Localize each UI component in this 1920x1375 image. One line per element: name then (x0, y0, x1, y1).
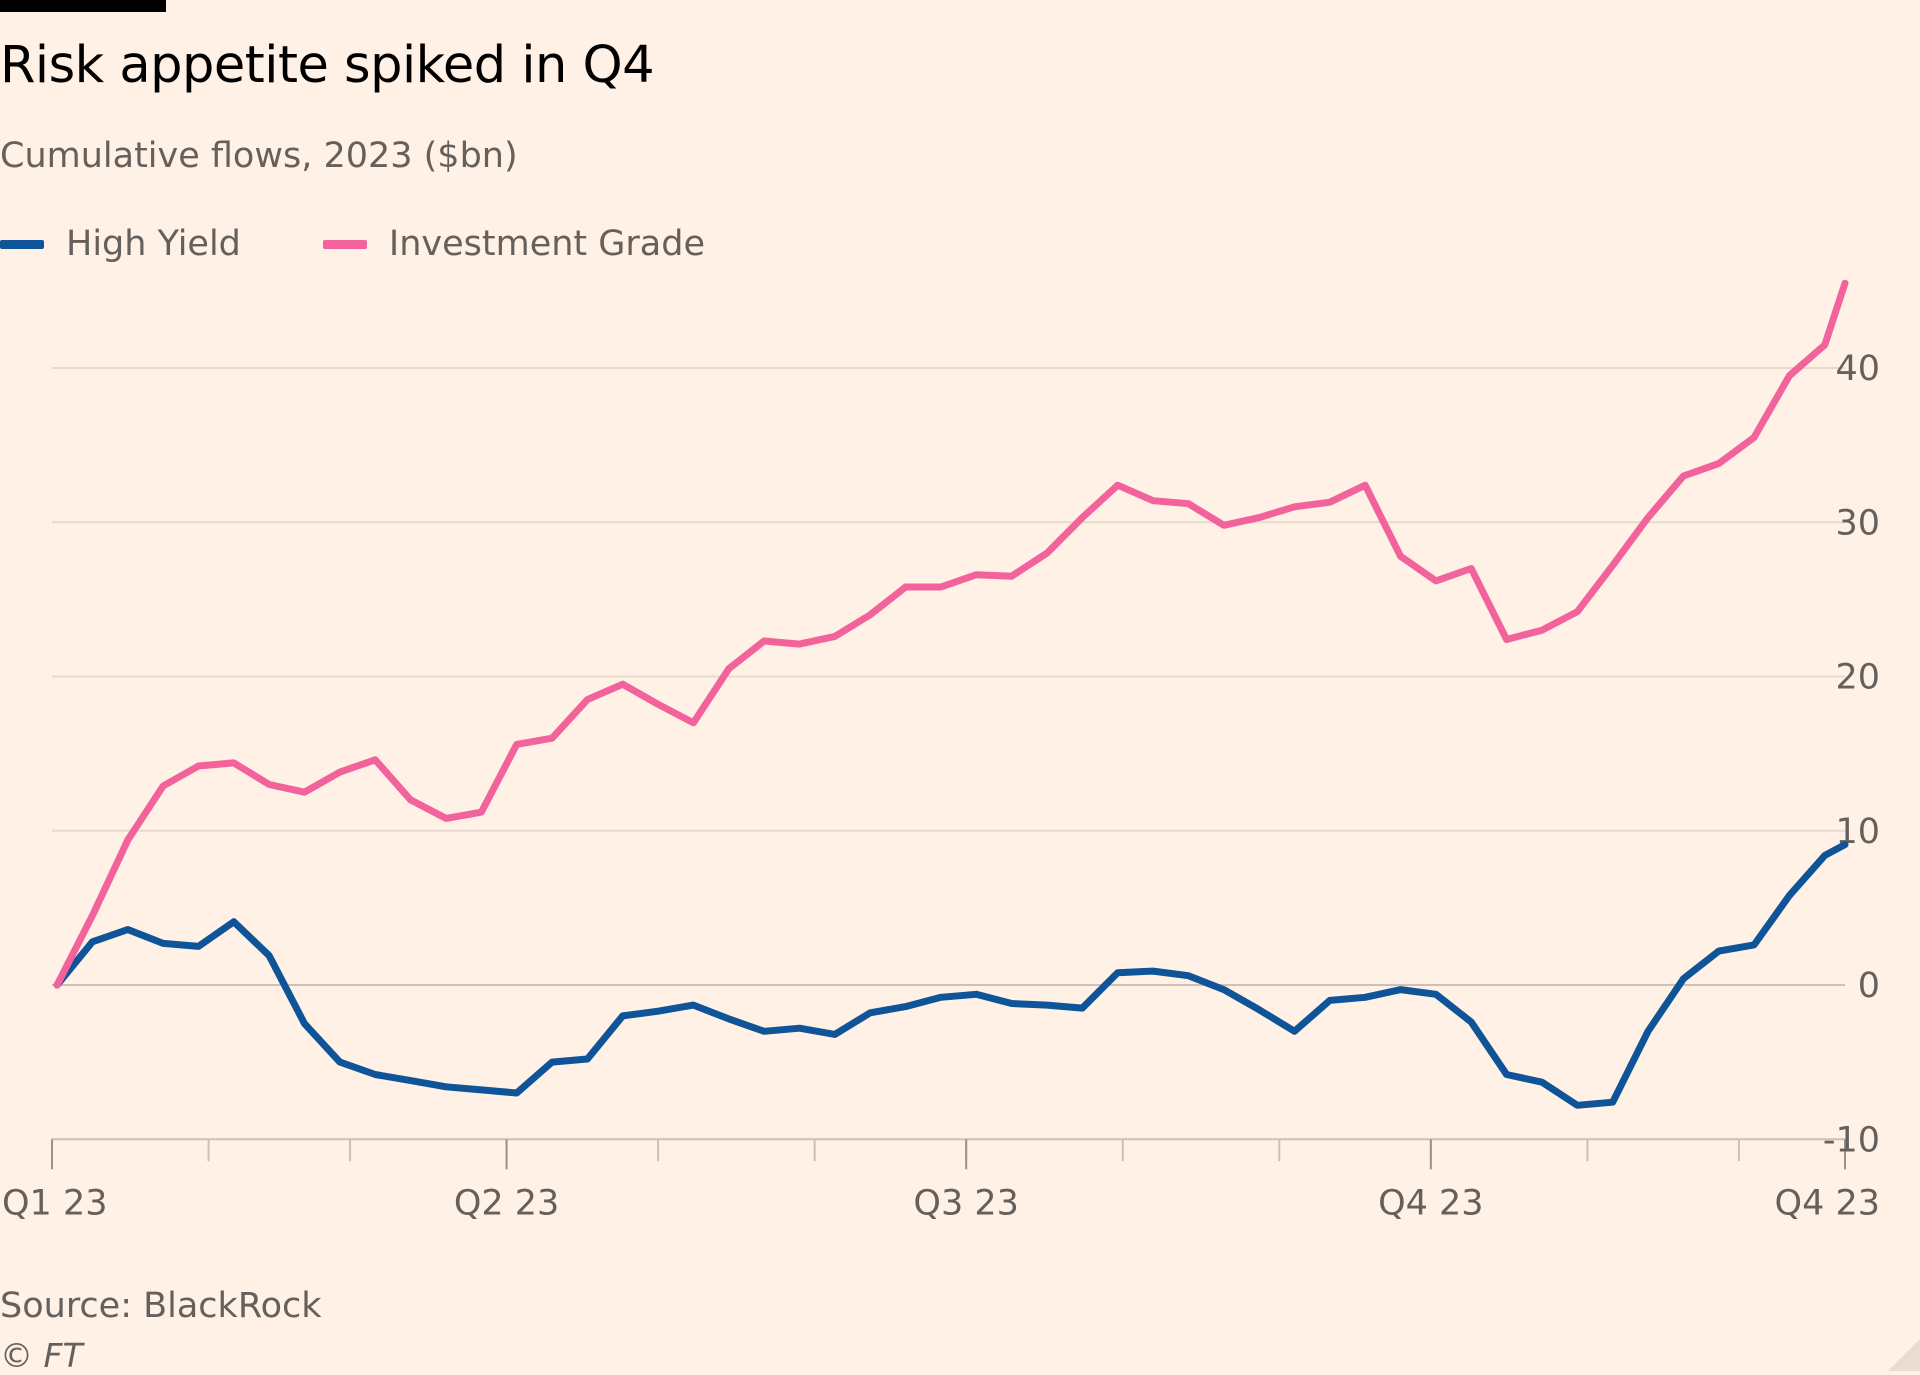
x-tick-label: Q3 23 (913, 1183, 1018, 1223)
source-note: Source: BlackRock (0, 1286, 322, 1326)
y-tick-label: 0 (1858, 966, 1880, 1006)
y-tick-label: 20 (1835, 658, 1880, 698)
legend-item-investment-grade: Investment Grade (322, 224, 705, 264)
series-line-high-yield (53, 841, 1849, 1109)
legend-swatch-high-yield (0, 239, 44, 249)
legend-item-high-yield: High Yield (0, 224, 241, 264)
chart-subtitle: Cumulative flows, 2023 ($bn) (0, 136, 518, 176)
brand-bar (0, 0, 166, 12)
copyright-note: © FT (0, 1336, 83, 1375)
x-tick-label: Q4 23 (1775, 1183, 1880, 1223)
y-tick-label: 30 (1835, 503, 1880, 543)
corner-resize-icon (1888, 1339, 1920, 1371)
chart-legend: High Yield Investment Grade (0, 222, 787, 266)
x-tick-label: Q1 23 (2, 1183, 107, 1223)
legend-label-investment-grade: Investment Grade (388, 224, 705, 264)
series-lines (53, 279, 1849, 1109)
legend-label-high-yield: High Yield (66, 224, 241, 264)
y-tick-label: -10 (1823, 1120, 1880, 1160)
grid-lines (52, 367, 1845, 986)
series-line-investment-grade (53, 279, 1849, 989)
chart-title: Risk appetite spiked in Q4 (0, 36, 655, 95)
x-axis: Q1 23 Q2 23 Q3 23 Q4 23 Q4 23 (2, 1138, 1880, 1223)
x-tick-label: Q4 23 (1378, 1183, 1483, 1223)
legend-swatch-investment-grade (322, 239, 367, 249)
y-tick-label: 40 (1835, 349, 1880, 389)
x-tick-label: Q2 23 (454, 1183, 559, 1223)
